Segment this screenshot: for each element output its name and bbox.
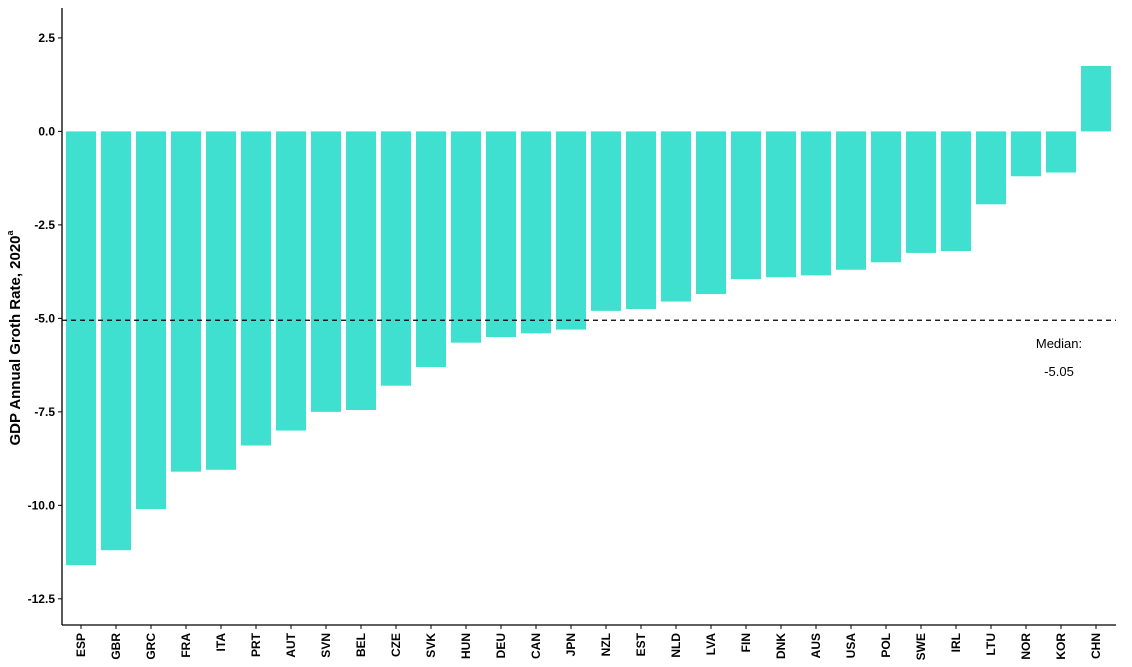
- x-tick-label: FRA: [179, 633, 193, 658]
- median-layer: Median: -5.05: [62, 319, 1116, 379]
- x-ticks-layer: ESP GBR GRC FRA ITA PRT AUT SVN BEL CZE SVK HUN DEU C…: [74, 625, 1103, 660]
- bar-kor: [1046, 131, 1076, 173]
- x-tick-label: NZL: [599, 633, 613, 656]
- y-tick-label: -2.5: [34, 218, 55, 232]
- bar-ita: [206, 131, 236, 470]
- bars-layer: [66, 65, 1111, 566]
- x-tick-label: SVK: [424, 633, 438, 658]
- x-tick-label: LTU: [984, 633, 998, 655]
- y-ticks-layer: 2.5 0.0 -2.5 -5.0 -7.5 -10.0 -12.5: [28, 31, 62, 606]
- bar-cze: [381, 131, 411, 386]
- bar-pol: [871, 131, 901, 263]
- x-tick-label: GBR: [109, 633, 123, 660]
- bar-usa: [836, 131, 866, 270]
- bar-jpn: [556, 131, 586, 330]
- x-tick-label: ITA: [214, 633, 228, 652]
- x-tick-label: AUT: [284, 632, 298, 657]
- x-tick-label: CAN: [529, 633, 543, 659]
- y-axis-title: GDP Annual Groth Rate, 2020a: [5, 229, 24, 445]
- x-tick-label: USA: [844, 633, 858, 659]
- x-tick-label: CZE: [389, 633, 403, 657]
- x-tick-label: FIN: [739, 633, 753, 652]
- y-tick-label: 0.0: [38, 124, 55, 138]
- bar-fra: [171, 131, 201, 472]
- x-tick-label: DNK: [774, 633, 788, 659]
- axes-layer: [61, 8, 1116, 626]
- bar-aut: [276, 131, 306, 431]
- median-value-label: -5.05: [1044, 364, 1074, 379]
- x-tick-label: GRC: [144, 633, 158, 660]
- x-tick-label: KOR: [1054, 633, 1068, 660]
- y-tick-label: -10.0: [28, 498, 56, 512]
- x-tick-label: POL: [879, 633, 893, 658]
- bar-nld: [661, 131, 691, 302]
- y-axis-title-superscript: a: [5, 229, 15, 235]
- y-axis-title-text: GDP Annual Groth Rate, 2020: [7, 235, 24, 445]
- bar-prt: [241, 131, 271, 446]
- x-tick-label: BEL: [354, 633, 368, 657]
- bar-chn: [1081, 65, 1111, 132]
- y-tick-label: -5.0: [34, 311, 55, 325]
- bar-nzl: [591, 131, 621, 311]
- x-tick-label: SVN: [319, 633, 333, 658]
- bar-ltu: [976, 131, 1006, 205]
- x-tick-label: JPN: [564, 633, 578, 656]
- x-tick-label: NLD: [669, 633, 683, 658]
- bar-deu: [486, 131, 516, 338]
- y-tick-label: -12.5: [28, 592, 56, 606]
- x-tick-label: PRT: [249, 632, 263, 657]
- bar-est: [626, 131, 656, 310]
- bar-can: [521, 131, 551, 334]
- bar-hun: [451, 131, 481, 343]
- bar-esp: [66, 131, 96, 566]
- bar-nor: [1011, 131, 1041, 177]
- x-tick-label: LVA: [704, 633, 718, 656]
- bar-swe: [906, 131, 936, 253]
- x-tick-label: DEU: [494, 633, 508, 658]
- bar-svk: [416, 131, 446, 367]
- median-label: Median:: [1036, 336, 1082, 351]
- bar-aus: [801, 131, 831, 276]
- x-tick-label: NOR: [1019, 633, 1033, 660]
- y-tick-label: -7.5: [34, 405, 55, 419]
- x-tick-label: EST: [634, 632, 648, 656]
- y-tick-label: 2.5: [38, 31, 55, 45]
- bar-dnk: [766, 131, 796, 278]
- x-tick-label: SWE: [914, 633, 928, 660]
- x-tick-label: HUN: [459, 633, 473, 659]
- bar-bel: [346, 131, 376, 410]
- x-tick-label: ESP: [74, 633, 88, 657]
- x-tick-label: CHN: [1089, 633, 1103, 659]
- bar-irl: [941, 131, 971, 252]
- bar-lva: [696, 131, 726, 295]
- bar-svn: [311, 131, 341, 412]
- bar-gbr: [101, 131, 131, 551]
- x-tick-label: IRL: [949, 633, 963, 652]
- bar-fin: [731, 131, 761, 280]
- x-tick-label: AUS: [809, 633, 823, 658]
